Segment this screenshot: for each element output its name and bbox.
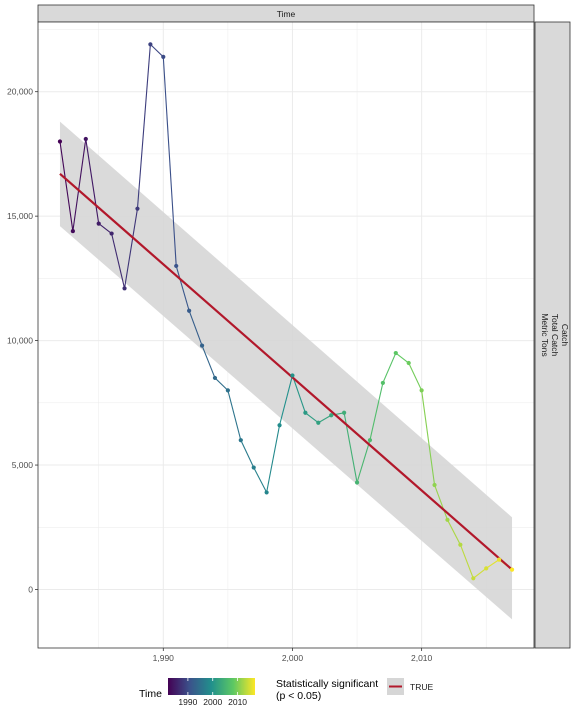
data-point bbox=[277, 423, 282, 428]
series-segment bbox=[382, 352, 397, 384]
series-segment bbox=[395, 352, 410, 364]
series-segment bbox=[421, 390, 436, 486]
right-strip-label-3: Metric Tons bbox=[540, 313, 550, 356]
plot-panel-border bbox=[37, 21, 535, 649]
series-segment bbox=[59, 141, 74, 232]
series-segment bbox=[162, 56, 177, 266]
series-segment bbox=[111, 233, 126, 289]
data-point bbox=[497, 557, 502, 562]
trend-line bbox=[59, 173, 513, 571]
right-strip-label-2: Total Catch bbox=[550, 314, 560, 357]
series-segment bbox=[318, 414, 332, 424]
data-point bbox=[122, 286, 127, 291]
y-tick-label: 20,000 bbox=[7, 87, 33, 97]
data-point bbox=[135, 206, 140, 211]
data-point bbox=[406, 360, 411, 366]
series-segment bbox=[459, 544, 474, 579]
series-segment bbox=[136, 44, 151, 209]
data-point bbox=[484, 566, 489, 571]
y-tick-label: 15,000 bbox=[7, 211, 33, 221]
data-point bbox=[380, 380, 385, 386]
data-point bbox=[264, 490, 269, 495]
data-point bbox=[83, 136, 88, 142]
series-segment bbox=[291, 375, 306, 413]
series-segment bbox=[305, 412, 319, 424]
data-point bbox=[509, 567, 515, 572]
sig-legend-key-label: TRUE bbox=[410, 682, 433, 692]
series-segment bbox=[485, 559, 500, 569]
series-segment bbox=[446, 519, 461, 545]
y-tick-label: 10,000 bbox=[7, 336, 33, 346]
right-strip-label-1: Catch bbox=[560, 324, 570, 346]
data-point bbox=[458, 542, 463, 547]
data-point bbox=[109, 231, 114, 236]
sig-legend-title-2: (p < 0.05) bbox=[276, 690, 321, 702]
data-point bbox=[148, 42, 153, 47]
data-point bbox=[290, 373, 295, 378]
data-point bbox=[419, 388, 424, 393]
data-point bbox=[225, 388, 230, 393]
series-segment bbox=[149, 44, 164, 58]
series-segment bbox=[356, 440, 371, 483]
series-segment bbox=[240, 439, 255, 468]
data-point bbox=[367, 438, 373, 443]
data-points bbox=[57, 42, 515, 581]
x-tick-label: 2,010 bbox=[411, 653, 433, 663]
data-point bbox=[187, 308, 192, 313]
series-segment bbox=[279, 375, 293, 426]
data-point bbox=[238, 438, 243, 443]
data-point bbox=[251, 465, 256, 470]
color-bar-tick-label: 2010 bbox=[228, 697, 247, 707]
y-tick-label: 5,000 bbox=[12, 460, 34, 470]
data-point bbox=[329, 413, 334, 418]
series-segment bbox=[214, 377, 229, 391]
data-point bbox=[199, 343, 205, 348]
x-tick-label: 2,000 bbox=[282, 653, 304, 663]
series-segment bbox=[175, 265, 190, 311]
y-tick-label: 0 bbox=[28, 585, 33, 595]
series-segment bbox=[408, 362, 423, 391]
top-strip-label: Time bbox=[277, 9, 296, 19]
data-point bbox=[354, 480, 360, 485]
series-segment bbox=[227, 390, 242, 441]
series-segment bbox=[253, 467, 268, 493]
x-tick-label: 1,990 bbox=[153, 653, 175, 663]
series-segment bbox=[72, 138, 87, 232]
data-point bbox=[445, 517, 450, 522]
data-point bbox=[96, 221, 101, 226]
series-segment bbox=[188, 310, 203, 346]
data-point bbox=[174, 263, 179, 269]
data-point bbox=[316, 420, 321, 425]
series-segment bbox=[266, 425, 281, 493]
color-bar-tick-label: 2000 bbox=[203, 697, 222, 707]
y-axis: 0 5,000 10,000 15,000 20,000 bbox=[7, 87, 38, 595]
series-segment bbox=[331, 412, 345, 416]
series-segment bbox=[472, 567, 487, 579]
data-point bbox=[57, 139, 63, 144]
color-bar-ticks: 1990 2000 2010 bbox=[178, 678, 247, 707]
series-segment bbox=[201, 345, 216, 379]
data-point bbox=[471, 576, 476, 581]
x-axis: 1,990 2,000 2,010 bbox=[153, 648, 433, 663]
series-segment bbox=[434, 484, 448, 521]
color-legend-title: Time bbox=[139, 688, 162, 700]
data-point bbox=[393, 350, 398, 356]
data-point bbox=[432, 482, 437, 488]
data-point bbox=[212, 375, 218, 381]
color-bar-tick-label: 1990 bbox=[178, 697, 197, 707]
series-segment bbox=[85, 138, 100, 224]
series-segment bbox=[98, 223, 112, 235]
series-segment bbox=[369, 382, 384, 441]
data-point bbox=[342, 410, 347, 415]
color-bar bbox=[168, 678, 255, 695]
right-strip bbox=[534, 21, 571, 649]
data-point bbox=[303, 410, 308, 415]
sig-legend-title-1: Statistically significant bbox=[276, 678, 378, 690]
series-segment bbox=[123, 208, 139, 289]
data-point bbox=[70, 228, 75, 234]
data-point bbox=[161, 54, 166, 59]
